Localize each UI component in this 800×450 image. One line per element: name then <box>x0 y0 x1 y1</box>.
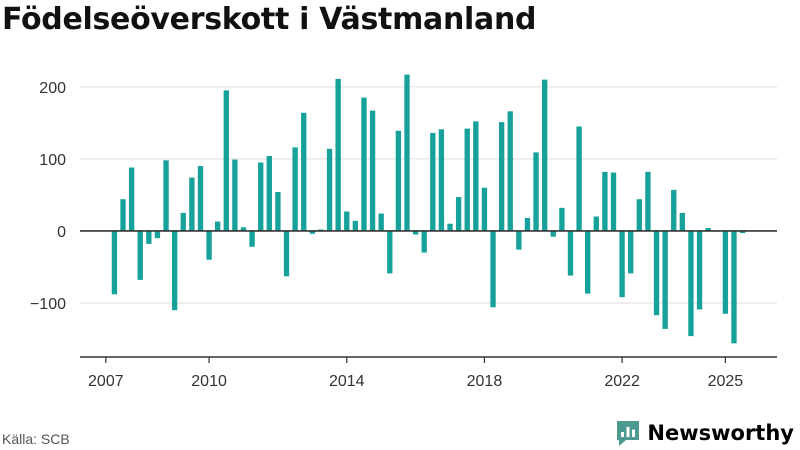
bar <box>335 78 341 231</box>
bar <box>731 230 737 344</box>
page-title: Födelseöverskott i Västmanland <box>2 2 537 37</box>
y-tick-label: 0 <box>57 224 66 241</box>
bar <box>369 110 376 231</box>
bar <box>628 230 634 274</box>
bar <box>722 230 729 314</box>
bar <box>292 147 298 231</box>
bar <box>309 230 316 234</box>
x-tick-label: 2014 <box>329 373 365 390</box>
bar <box>197 166 204 231</box>
bar <box>455 197 462 231</box>
bar <box>671 189 677 231</box>
gridlines <box>80 86 777 304</box>
bar <box>464 128 470 231</box>
bar <box>344 211 350 231</box>
bar <box>301 112 307 231</box>
newsworthy-logo-icon <box>617 421 640 446</box>
bar <box>171 230 178 311</box>
bar <box>567 230 574 276</box>
bar <box>636 199 642 231</box>
bar <box>507 111 513 231</box>
bar <box>154 230 161 239</box>
bar <box>593 216 599 231</box>
x-tick-label: 2022 <box>604 373 640 390</box>
bar <box>163 160 169 231</box>
bar <box>473 121 479 231</box>
bar <box>705 228 711 231</box>
bar <box>542 79 548 231</box>
bar <box>610 172 617 231</box>
bar <box>111 230 118 295</box>
bar <box>378 213 384 231</box>
x-tick-label: 2010 <box>191 373 227 390</box>
bar <box>189 177 195 231</box>
bar <box>249 230 255 247</box>
brand-logo[interactable]: Newsworthy <box>615 419 794 447</box>
bar <box>696 230 703 310</box>
bar <box>524 217 531 231</box>
bar <box>576 126 582 231</box>
bar <box>438 129 445 231</box>
bar <box>137 230 143 280</box>
bar <box>326 148 333 231</box>
bar <box>739 230 746 234</box>
bar <box>206 230 212 260</box>
bar <box>275 192 281 231</box>
bar <box>688 230 694 337</box>
bar <box>602 171 608 231</box>
bar <box>645 171 651 231</box>
bar <box>421 230 427 253</box>
axes <box>80 230 777 363</box>
bar <box>653 230 660 316</box>
brand-name: Newsworthy <box>647 421 794 445</box>
bar <box>120 199 126 231</box>
bar <box>585 230 591 294</box>
bar <box>490 230 496 308</box>
x-tick-label: 2025 <box>708 373 744 390</box>
bar <box>559 207 565 231</box>
bar <box>533 152 539 231</box>
bar <box>447 223 453 231</box>
bar <box>223 90 229 231</box>
y-tick-label: 100 <box>39 152 66 169</box>
bar <box>498 122 505 231</box>
bar <box>516 230 522 250</box>
bar <box>662 230 668 329</box>
bar <box>395 130 402 231</box>
bar <box>361 97 367 231</box>
bar <box>146 230 152 244</box>
bar <box>232 159 238 231</box>
bar <box>266 155 272 231</box>
bar <box>387 230 393 274</box>
source-note: Källa: SCB <box>2 431 70 447</box>
bar <box>352 220 359 231</box>
bar <box>215 221 221 231</box>
y-tick-label: −100 <box>30 296 66 313</box>
bar <box>550 230 556 237</box>
bar <box>240 227 247 231</box>
bar <box>258 162 264 231</box>
x-tick-label: 2007 <box>88 373 124 390</box>
bar <box>180 212 186 231</box>
bar <box>404 74 410 231</box>
x-tick-label: 2018 <box>467 373 503 390</box>
bar <box>128 167 135 231</box>
bar <box>679 212 686 231</box>
bar <box>430 132 436 231</box>
bar <box>619 230 625 298</box>
bar <box>481 187 488 231</box>
bar <box>412 230 419 235</box>
tick-labels: −100 0 100 200 2007 2010 2014 2018 2022 2025 <box>30 80 743 390</box>
y-tick-label: 200 <box>39 80 66 97</box>
bar <box>283 230 290 277</box>
bars <box>111 74 746 344</box>
